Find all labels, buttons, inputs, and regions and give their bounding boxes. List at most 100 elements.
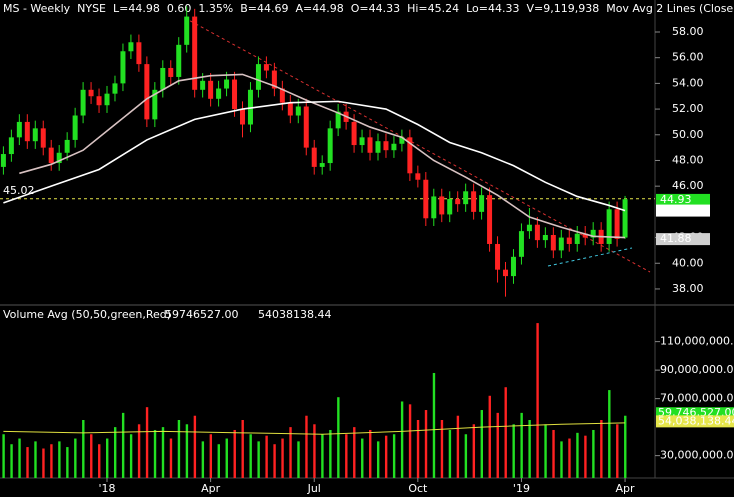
candle-body — [32, 128, 38, 142]
x-tick-label: '19 — [513, 482, 530, 495]
volume-bar — [504, 387, 507, 478]
volume-bar — [424, 410, 428, 478]
y-tick-label: 54.00 — [672, 76, 704, 89]
volume-bar — [321, 434, 324, 478]
candle-body — [534, 224, 540, 241]
volume-bar — [273, 444, 276, 478]
candle-body — [176, 44, 182, 77]
candle-body — [48, 147, 54, 164]
volume-bar — [432, 372, 436, 478]
volume-bar — [161, 427, 165, 478]
candle-body — [72, 115, 78, 140]
candle-body — [407, 137, 413, 174]
candle-body — [263, 64, 269, 71]
volume-bar — [472, 424, 476, 478]
candle-body — [471, 191, 477, 212]
volume-bar — [616, 424, 619, 478]
candle-body — [8, 137, 14, 155]
volume-tick-label: 110,000,000.00 — [660, 335, 734, 348]
support-line — [547, 247, 633, 267]
candle-body — [614, 209, 620, 239]
candle-body — [295, 106, 301, 116]
volume-bar — [10, 444, 13, 478]
price-label-box — [656, 204, 710, 217]
volume-bar — [313, 424, 316, 478]
candle-body — [359, 137, 365, 146]
volume-bar — [145, 407, 149, 478]
y-tick-label: 40.00 — [672, 256, 704, 269]
volume-bar — [624, 415, 627, 478]
volume-bar — [544, 424, 547, 478]
volume-bar — [34, 441, 37, 478]
candle-body — [271, 70, 277, 89]
volume-bar — [560, 441, 563, 478]
volume-bar — [249, 434, 252, 478]
candle-body — [455, 199, 461, 205]
x-tick-label: '18 — [98, 482, 115, 495]
x-tick-label: Jul — [307, 482, 321, 495]
volume-bar — [568, 438, 571, 478]
volume-bar — [2, 434, 5, 478]
volume-label-box — [656, 415, 734, 428]
volume-bar — [58, 441, 61, 478]
volume-bar — [353, 427, 356, 478]
volume-bar — [153, 429, 157, 478]
volume-bar — [384, 435, 388, 478]
moving-average — [3, 100, 626, 212]
candle-body — [319, 163, 325, 167]
volume-bar — [512, 424, 515, 478]
volume-bar — [536, 323, 539, 478]
volume-bar — [329, 429, 332, 478]
volume-bar — [416, 420, 420, 478]
price-label-box — [656, 233, 710, 246]
volume-bar — [600, 420, 603, 478]
volume-bar — [496, 412, 499, 478]
volume-header-value: 54038138.44 — [258, 308, 331, 321]
volume-bar — [361, 438, 364, 478]
candle-body — [112, 83, 118, 94]
candle-body — [503, 269, 509, 277]
candle-body — [240, 109, 245, 125]
volume-bar — [106, 438, 109, 478]
volume-bar — [584, 435, 587, 478]
candle-body — [463, 191, 469, 205]
volume-label: 54,038,138.44 — [658, 414, 734, 427]
volume-bar — [305, 415, 308, 478]
volume-bar — [376, 441, 380, 478]
volume-bar — [456, 415, 460, 478]
volume-average — [3, 422, 626, 435]
volume-bar — [265, 435, 268, 478]
volume-bar — [74, 438, 77, 478]
chart-header: MS - Weekly NYSE L=44.98 0.60 1.35% B=44… — [3, 2, 734, 15]
candle-body — [487, 195, 493, 244]
y-tick-label: 38.00 — [672, 282, 704, 295]
volume-bar — [241, 420, 244, 478]
volume-bar — [217, 444, 220, 478]
volume-bar — [225, 438, 228, 478]
candle-body — [279, 88, 285, 103]
trend-line — [184, 17, 651, 273]
volume-bar — [369, 429, 372, 478]
candle-body — [16, 121, 22, 138]
volume-bar — [552, 429, 555, 478]
candle-body — [518, 231, 524, 257]
reference-label: 45.02 — [3, 184, 35, 197]
volume-bar — [193, 415, 197, 478]
volume-bar — [185, 424, 189, 478]
volume-bar — [281, 438, 284, 478]
volume-bar — [608, 390, 611, 478]
candle-body — [550, 234, 556, 251]
candle-body — [399, 137, 405, 144]
y-tick-label: 46.00 — [672, 179, 704, 192]
volume-bar — [528, 420, 531, 478]
volume-bar — [113, 427, 117, 478]
candle-body — [510, 256, 516, 277]
volume-bar — [592, 429, 595, 478]
volume-bar — [50, 444, 53, 478]
candle-body — [582, 233, 588, 238]
candle-body — [255, 64, 261, 90]
candle-body — [136, 42, 142, 65]
x-tick-label: Apr — [616, 482, 636, 495]
candle-body — [431, 196, 437, 219]
